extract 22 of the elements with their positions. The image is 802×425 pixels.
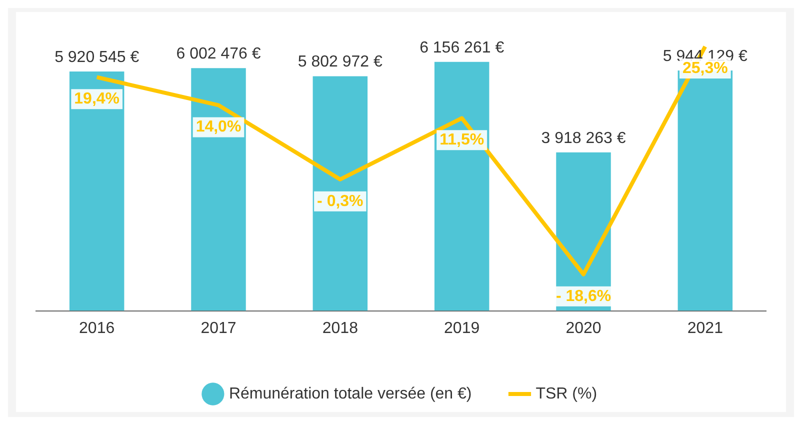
- data-label: 3 918 263 €: [541, 130, 626, 147]
- data-label: 6 002 476 €: [176, 46, 261, 63]
- data-label: 5 802 972 €: [298, 54, 383, 71]
- x-tick-label: 2020: [566, 320, 602, 337]
- bar: [434, 62, 490, 311]
- legend-label: TSR (%): [536, 385, 598, 402]
- data-label: 11,5%: [440, 132, 484, 149]
- legend-label: Rémunération totale versée (en €): [228, 385, 472, 402]
- data-label: 14,0%: [196, 118, 242, 136]
- bar: [191, 68, 246, 311]
- x-tick-label: 2017: [200, 320, 236, 337]
- data-label: 19,4%: [74, 90, 120, 108]
- x-tick-label: 2019: [444, 320, 480, 337]
- x-tick-label: 2018: [322, 320, 358, 337]
- bar: [69, 71, 124, 311]
- x-tick-label: 2021: [687, 320, 724, 337]
- data-label: - 0,3%: [317, 192, 364, 210]
- data-label: - 18,6%: [556, 288, 612, 305]
- data-label: 5 920 545 €: [54, 48, 140, 66]
- x-tick-label: 2016: [79, 320, 115, 337]
- bar: [312, 76, 368, 311]
- data-label: 6 156 261 €: [420, 39, 504, 56]
